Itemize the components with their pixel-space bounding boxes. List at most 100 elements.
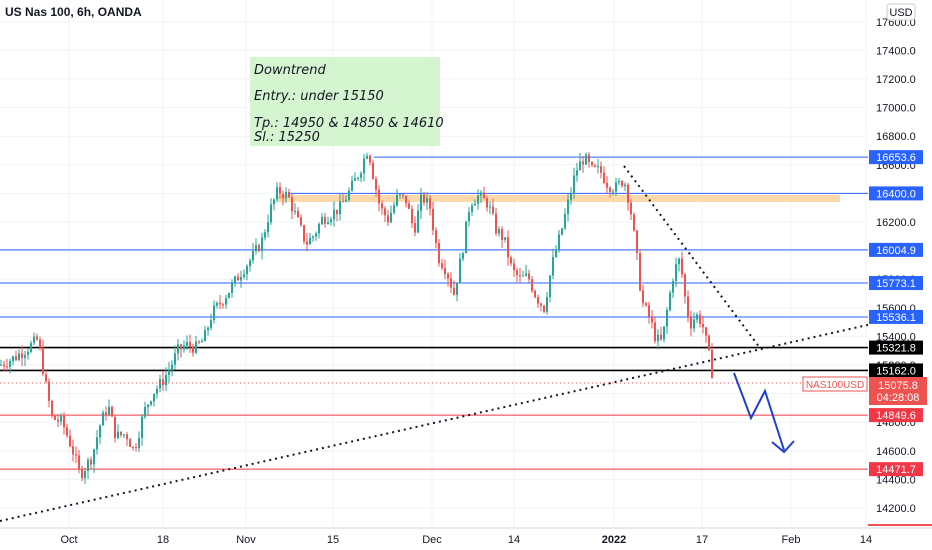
candle-body [153,393,155,402]
candle-body [204,330,206,342]
y-tick-label: 17000.0 [876,103,916,115]
rising-trendline [0,323,873,522]
symbol-badge [802,376,868,392]
candle-body [519,275,521,277]
candle-body [537,297,539,304]
candle-body [570,192,572,200]
time-axis: Oct 18 Nov 15 Dec 14 2022 17 Feb 14 [60,534,872,546]
candle-body [237,276,239,281]
candle-body [546,296,548,312]
candle-body [663,326,665,340]
candle-body [279,187,281,194]
note-box: Downtrend Entry.: under 15150 Tp.: 14950… [250,57,444,146]
y-tick-label: 16200.0 [876,217,916,229]
candle-body [267,222,269,233]
note-background [250,57,440,146]
candle-body [528,273,530,280]
last-price-value: 15075.8 [878,380,918,392]
candle-body [357,177,359,179]
candle-body [477,195,479,204]
candle-body [630,202,632,215]
candle-body [171,364,173,371]
axis-marker [868,524,932,526]
candle-body [177,344,179,354]
candle-body [42,347,44,375]
symbol-label: NAS100USD [806,380,864,391]
candle-body [531,279,533,291]
candle-body [120,431,122,436]
level-badge [869,186,923,201]
currency-label: USD [889,7,912,19]
candle-body [633,214,635,231]
candle-body [129,439,131,447]
candle-body [75,454,77,456]
candle-body [573,175,575,193]
candle-body [165,375,167,386]
candle-body [660,334,662,340]
candle-body [669,292,671,311]
candle-body [426,198,428,203]
x-tick-label: 2022 [602,534,626,546]
candle-body [648,305,650,317]
candle-body [627,184,629,203]
candle-body [66,427,68,436]
currency-badge[interactable] [886,3,916,21]
candle-body [60,415,62,422]
y-tick-label: 14400.0 [876,474,916,486]
candle-body [711,349,713,379]
level-badge [869,276,923,291]
candle-body [285,191,287,199]
candle-body [489,206,491,208]
level-value: 15162.0 [876,365,916,377]
candle-body [300,217,302,226]
candle-body [567,199,569,214]
candle-body [309,237,311,245]
level-badge [869,462,923,477]
candle-body [342,201,344,203]
candle-body [9,361,11,367]
x-tick-label: 15 [327,534,339,546]
candle-body [15,356,17,360]
candle-body [507,237,509,258]
candle-body [672,280,674,293]
candle-body [102,412,104,426]
candle-body [591,162,593,166]
candle-body [147,404,149,408]
level-value: 16004.9 [876,245,916,257]
candle-body [693,319,695,329]
y-tick-label: 16800.0 [876,131,916,143]
candle-body [435,230,437,244]
candle-body [12,356,14,362]
x-tick-label: 14 [508,534,520,546]
candle-body [657,334,659,342]
price-axis-background [868,0,932,528]
candle-body [339,201,341,215]
candle-body [33,336,35,344]
candle-body [294,211,296,213]
candle-body [387,215,389,223]
candle-body [99,425,101,438]
candle-body [381,203,383,209]
candle-body [555,250,557,257]
candle-body [525,273,527,276]
candle-body [417,210,419,233]
candle-body [429,198,431,209]
level-badge [869,150,923,165]
x-tick-label: 14 [860,534,872,546]
x-tick-label: Feb [782,534,801,546]
levels [0,156,868,470]
candle-body [561,228,563,235]
candle-body [150,401,152,405]
candle-body [411,208,413,224]
level-value: 16400.0 [876,188,916,200]
level-badge [869,242,923,257]
candle-body [474,203,476,206]
y-tick-label: 14200.0 [876,503,916,515]
candle-body [198,341,200,343]
candle-body [438,243,440,264]
candle-body [522,275,524,277]
candle-body [651,316,653,323]
level-value: 16653.6 [876,152,916,164]
candle-body [192,346,194,353]
